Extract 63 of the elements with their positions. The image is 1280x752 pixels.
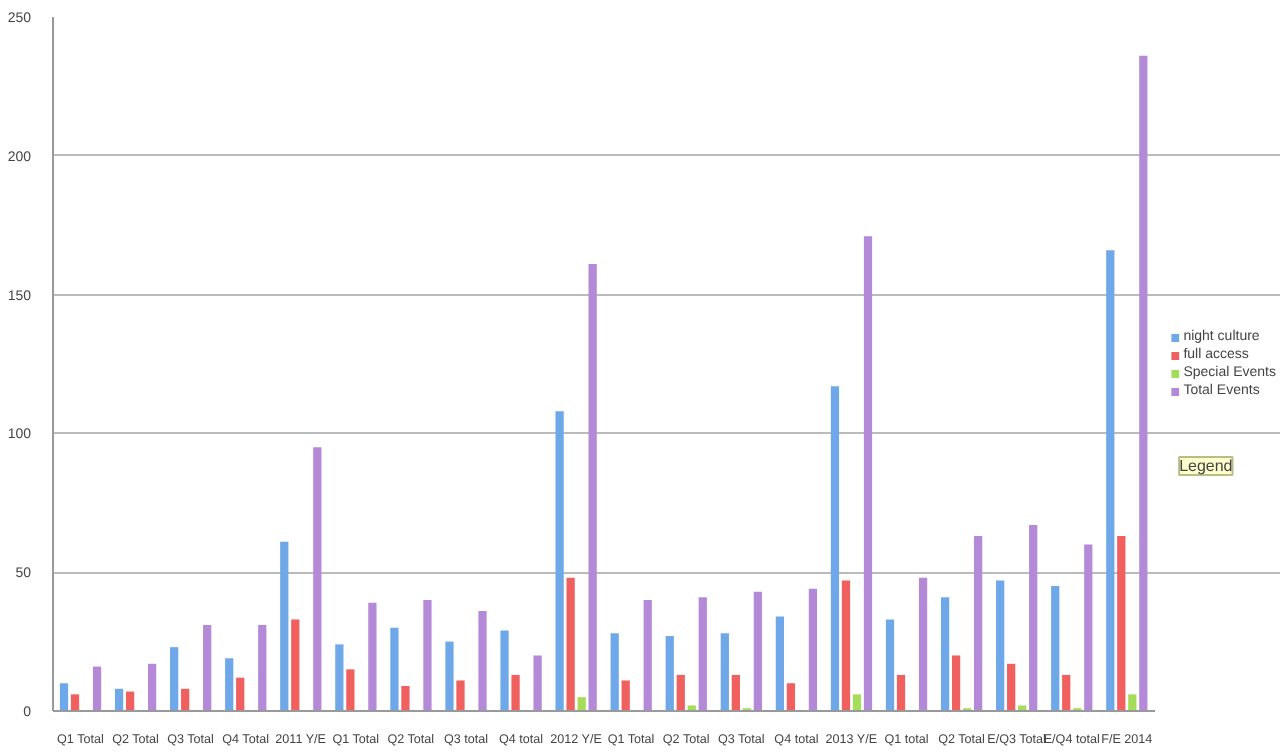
bar — [830, 386, 840, 711]
bar — [114, 688, 124, 711]
bar — [280, 541, 289, 711]
bar — [1029, 525, 1038, 711]
bar — [401, 686, 410, 711]
bar — [863, 236, 873, 711]
bar — [291, 619, 300, 711]
bar — [1128, 694, 1137, 711]
bar — [1117, 536, 1126, 711]
bar — [346, 669, 355, 711]
bar — [59, 683, 69, 711]
bar — [1139, 55, 1148, 711]
bar — [577, 697, 586, 711]
bar — [500, 630, 509, 711]
bar — [896, 674, 906, 711]
bar — [1007, 663, 1016, 711]
bar — [170, 647, 179, 711]
bar — [478, 611, 487, 711]
bar — [70, 694, 80, 711]
bar — [996, 580, 1005, 711]
bar — [1106, 250, 1115, 711]
bar — [974, 536, 983, 711]
bar — [390, 627, 399, 711]
bar — [610, 633, 619, 711]
bar — [423, 599, 432, 711]
bar — [588, 264, 597, 711]
bar — [643, 599, 652, 711]
bar — [147, 663, 157, 711]
bar — [236, 677, 245, 711]
bar — [885, 619, 895, 711]
bar — [566, 577, 575, 711]
bar — [786, 683, 796, 711]
bar — [203, 624, 212, 711]
bar — [445, 641, 454, 711]
bar — [698, 597, 707, 711]
bar — [225, 658, 234, 711]
bar — [775, 616, 785, 711]
bar — [1051, 586, 1060, 711]
bar — [940, 597, 950, 711]
bar — [731, 674, 740, 711]
bar — [368, 602, 377, 711]
bar — [313, 447, 322, 711]
bar — [720, 633, 729, 711]
bar — [918, 577, 928, 711]
bar — [676, 674, 685, 711]
bar — [621, 680, 630, 711]
bar — [808, 588, 818, 711]
bar — [533, 655, 542, 711]
bar — [335, 644, 344, 711]
bar — [753, 591, 762, 711]
bar — [1062, 674, 1071, 711]
bar — [665, 636, 674, 711]
bar — [258, 624, 267, 711]
bar — [852, 694, 862, 711]
bar — [181, 688, 190, 711]
bar — [511, 674, 520, 711]
text: Legend — [1179, 457, 1233, 476]
bar — [841, 580, 851, 711]
bar — [951, 655, 961, 711]
bar — [456, 680, 465, 711]
bar — [92, 666, 102, 711]
bar — [1084, 544, 1093, 711]
bar — [555, 411, 564, 711]
